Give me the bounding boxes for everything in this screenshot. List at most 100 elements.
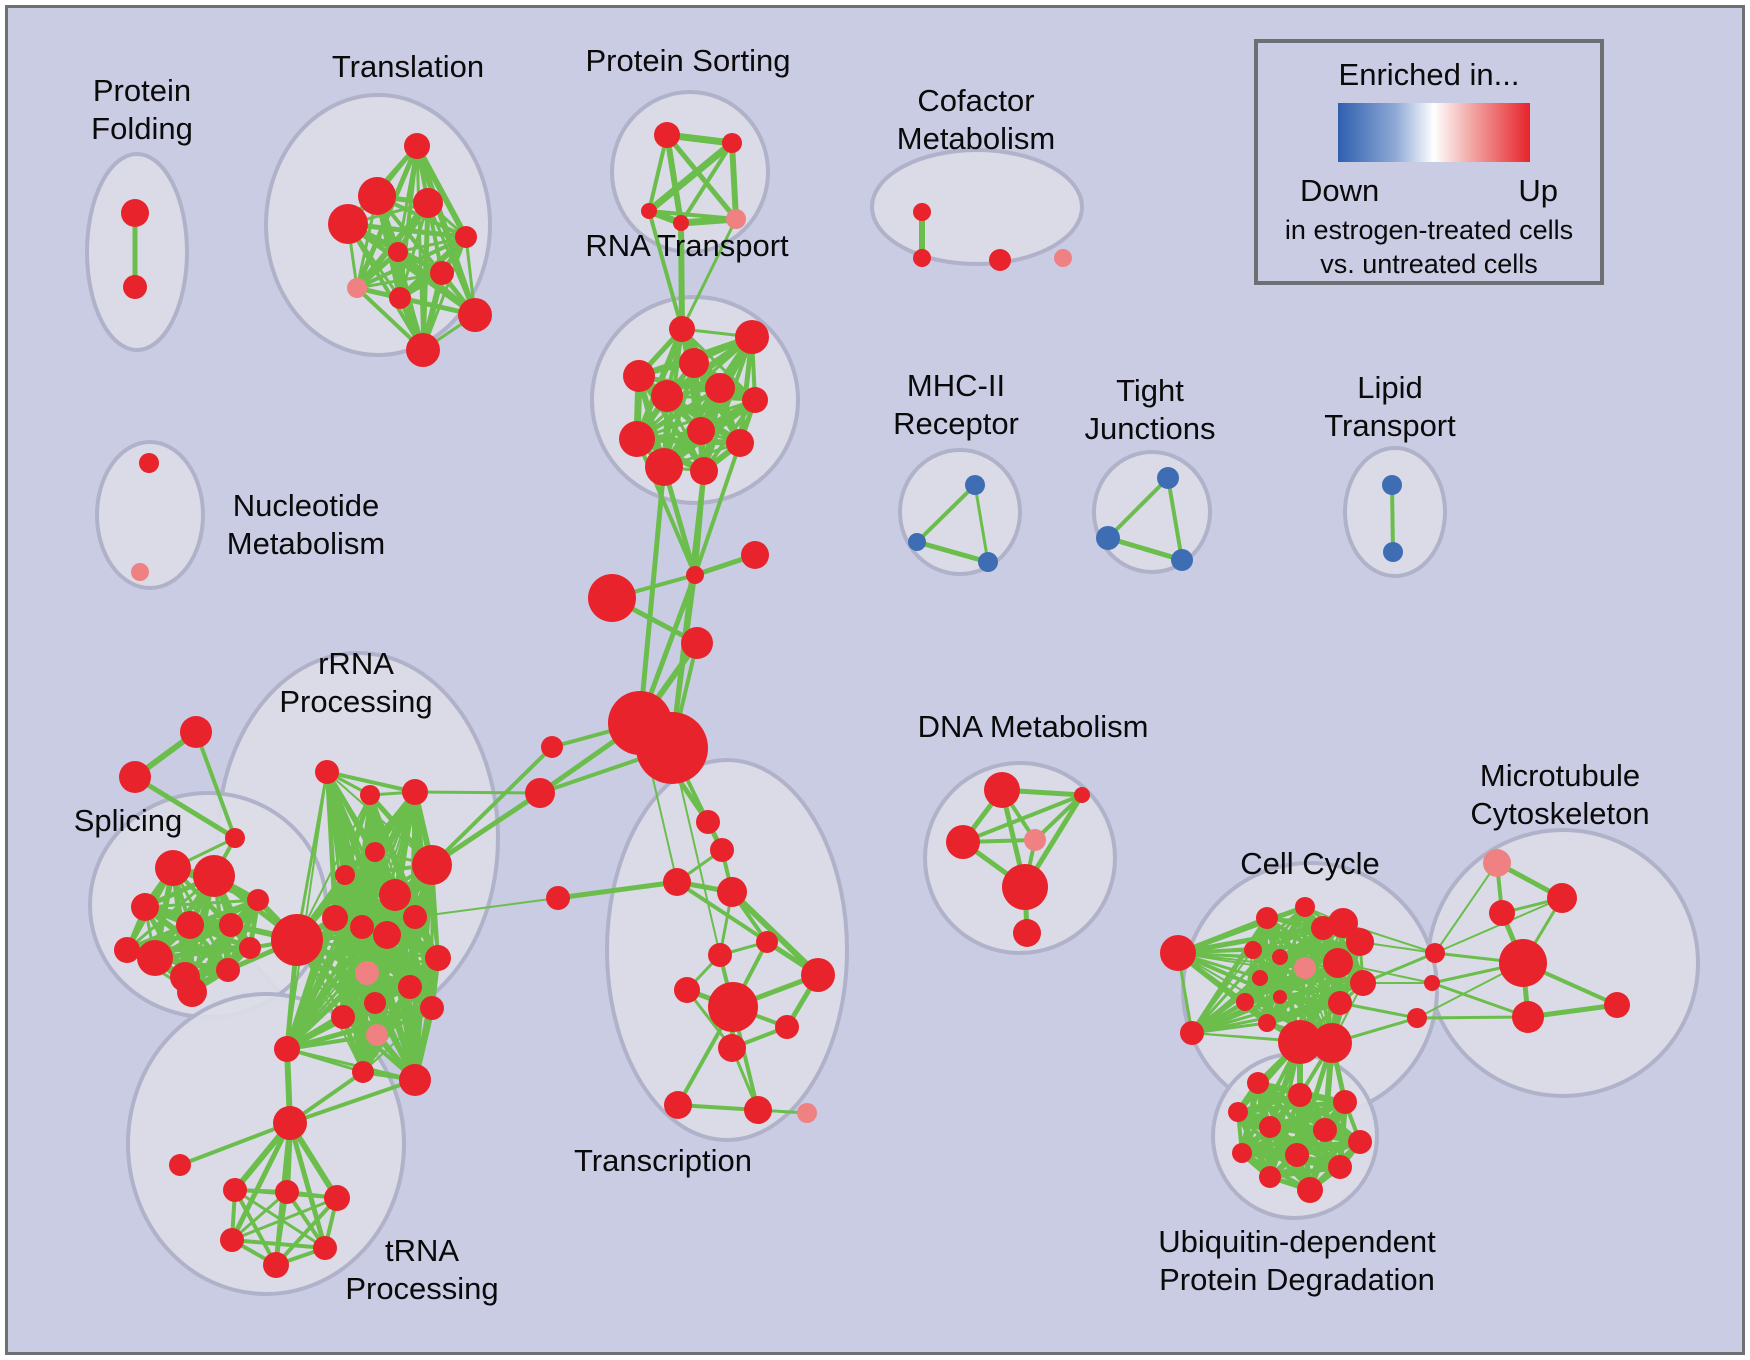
gene-set-node-red bbox=[984, 772, 1020, 808]
gene-set-node-red bbox=[623, 360, 655, 392]
gene-set-node-red bbox=[1348, 1130, 1372, 1154]
network-edge bbox=[961, 793, 1084, 844]
gene-set-node-red bbox=[169, 1154, 191, 1176]
gene-set-node-red bbox=[180, 716, 212, 748]
network-edge bbox=[285, 1033, 379, 1051]
gene-set-node-red bbox=[458, 298, 492, 332]
gene-set-node-red bbox=[722, 133, 742, 153]
network-edge bbox=[1415, 1015, 1530, 1020]
network-edge bbox=[729, 889, 821, 978]
network-edge bbox=[341, 915, 417, 1019]
gene-set-node-red bbox=[946, 825, 980, 859]
gene-set-node-red bbox=[1273, 990, 1287, 1004]
cluster-label-dna_metabolism: DNA Metabolism bbox=[918, 709, 1149, 744]
gene-set-node-pink bbox=[131, 563, 149, 581]
cluster-label-microtubule_cytoskeleton: Microtubule bbox=[1480, 758, 1640, 793]
gene-set-node-red bbox=[331, 1005, 355, 1029]
gene-set-node-red bbox=[413, 188, 443, 218]
network-edge bbox=[915, 483, 977, 544]
gene-set-node-red bbox=[1180, 1021, 1204, 1045]
network-edge bbox=[194, 730, 237, 840]
gene-set-node-red bbox=[335, 865, 355, 885]
gene-set-node-red bbox=[742, 387, 768, 413]
gene-set-node-red bbox=[137, 940, 173, 976]
network-edge bbox=[325, 770, 417, 794]
gene-set-node-red bbox=[801, 958, 835, 992]
network-edge bbox=[678, 220, 685, 332]
network-edge bbox=[230, 1238, 327, 1250]
network-edge bbox=[1338, 1001, 1419, 1020]
network-edge bbox=[702, 335, 754, 473]
gene-set-node-red bbox=[989, 249, 1011, 271]
network-edge bbox=[1166, 476, 1184, 562]
gene-set-node-blue bbox=[908, 533, 926, 551]
network-edge bbox=[1251, 905, 1307, 952]
gene-set-node-red bbox=[225, 828, 245, 848]
cluster-label-translation: Translation bbox=[332, 49, 484, 84]
gene-set-node-red bbox=[404, 133, 430, 159]
gene-set-node-red bbox=[1288, 1083, 1312, 1107]
gene-set-node-red bbox=[674, 977, 700, 1003]
gene-set-node-red bbox=[1236, 993, 1254, 1011]
network-edge bbox=[143, 898, 260, 909]
gene-set-node-red bbox=[726, 429, 754, 457]
network-edge bbox=[669, 468, 707, 751]
network-edge bbox=[362, 1007, 433, 1073]
gene-set-node-pink bbox=[1054, 249, 1072, 267]
gene-set-node-red bbox=[1323, 948, 1353, 978]
gene-set-node-red bbox=[1244, 941, 1262, 959]
gene-set-node-red bbox=[744, 1096, 772, 1124]
legend-up-label: Up bbox=[1518, 173, 1558, 208]
gene-set-node-pink bbox=[1483, 849, 1511, 877]
gene-set-node-red bbox=[1278, 1020, 1322, 1064]
gene-set-node-red bbox=[350, 915, 374, 939]
gene-set-node-red bbox=[1013, 919, 1041, 947]
network-edge bbox=[284, 1005, 435, 1052]
network-edge bbox=[229, 1120, 293, 1243]
network-edge bbox=[555, 879, 680, 901]
gene-set-node-red bbox=[193, 855, 235, 897]
network-edge bbox=[296, 794, 371, 941]
network-edge bbox=[1244, 962, 1339, 1003]
gene-set-node-red bbox=[420, 996, 444, 1020]
gene-set-node-red bbox=[679, 348, 709, 378]
cluster-label-ubiquitin_degradation: Ubiquitin-dependent bbox=[1158, 1224, 1436, 1259]
gene-set-node-red bbox=[588, 574, 636, 622]
network-edge bbox=[274, 1196, 339, 1267]
network-edge bbox=[637, 464, 667, 726]
gene-set-node-red bbox=[1259, 1166, 1281, 1188]
cluster-label-microtubule_cytoskeleton: Cytoskeleton bbox=[1470, 796, 1649, 831]
gene-set-node-red bbox=[690, 457, 718, 485]
gene-set-node-red bbox=[645, 448, 683, 486]
nodes-layer bbox=[114, 122, 1630, 1278]
network-edge bbox=[1390, 483, 1395, 554]
network-edge bbox=[360, 970, 370, 1075]
gene-set-node-red bbox=[775, 1015, 799, 1039]
legend-title: Enriched in... bbox=[1338, 57, 1520, 92]
cluster-shapes-layer bbox=[85, 90, 1700, 1296]
gene-set-node-red bbox=[425, 945, 451, 971]
gene-set-node-pink bbox=[1024, 829, 1046, 851]
network-edge bbox=[1189, 915, 1270, 1036]
cluster-label-trna_processing: tRNA bbox=[385, 1233, 459, 1268]
gene-set-node-red bbox=[123, 275, 147, 299]
network-edge bbox=[153, 898, 260, 960]
network-edge bbox=[1430, 981, 1530, 1019]
cluster-ellipse-microtubule_cytoskeleton bbox=[1426, 828, 1700, 1098]
gene-set-node-red bbox=[406, 333, 440, 367]
cluster-ellipse-nucleotide_metabolism bbox=[95, 440, 205, 590]
network-edge bbox=[287, 1120, 328, 1251]
gene-set-node-red bbox=[1328, 1155, 1352, 1179]
gene-set-node-red bbox=[1232, 1143, 1252, 1163]
cluster-label-rna_transport: RNA Transport bbox=[585, 228, 789, 263]
gene-set-node-red bbox=[718, 1034, 746, 1062]
gene-set-node-pink bbox=[1294, 957, 1316, 979]
gene-set-node-pink bbox=[347, 278, 367, 298]
legend-box: Enriched in... Down Up in estrogen-treat… bbox=[1254, 39, 1604, 285]
network-edge bbox=[414, 897, 559, 918]
cluster-label-protein_sorting: Protein Sorting bbox=[585, 43, 790, 78]
cluster-ellipse-lipid_transport bbox=[1343, 446, 1447, 578]
